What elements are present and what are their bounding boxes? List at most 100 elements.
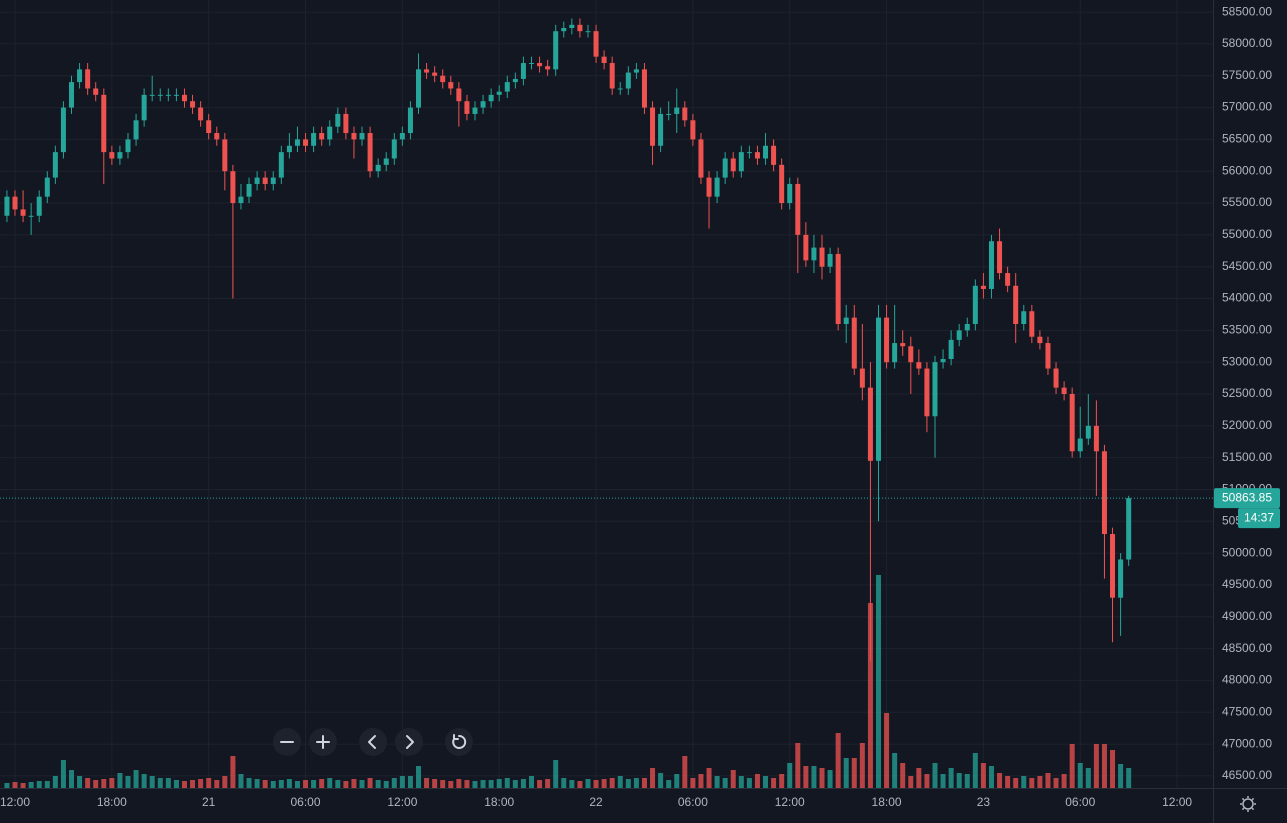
- reset-button[interactable]: [445, 728, 473, 756]
- y-tick-label: 46500.00: [1222, 768, 1272, 782]
- x-tick-label: 18:00: [484, 795, 514, 809]
- candle-body: [867, 387, 873, 461]
- volume-bar: [488, 780, 494, 788]
- volume-bar: [335, 780, 341, 788]
- candle-body: [391, 139, 397, 159]
- y-tick-label: 53000.00: [1222, 354, 1272, 368]
- y-tick-label: 47000.00: [1222, 736, 1272, 750]
- volume-bar: [270, 781, 276, 788]
- y-tick-label: 50000.00: [1222, 545, 1272, 559]
- grid: [0, 0, 1213, 788]
- volume-bar: [537, 780, 543, 788]
- volume-bar: [763, 776, 769, 788]
- volume-bar: [52, 776, 58, 788]
- candle-body: [763, 145, 769, 159]
- x-tick-label: 21: [202, 795, 216, 809]
- volume-bar: [367, 778, 373, 788]
- y-tick-label: 57000.00: [1222, 100, 1272, 114]
- candle-body: [795, 183, 801, 235]
- volume-bar: [1126, 768, 1132, 788]
- candle-body: [884, 317, 890, 363]
- candle-body: [222, 139, 228, 172]
- volume-bar: [149, 776, 155, 788]
- candle-layer: [0, 18, 1213, 662]
- scroll-left-button[interactable]: [359, 728, 387, 756]
- volume-bar: [407, 776, 413, 788]
- candle-body: [617, 88, 623, 90]
- candle-body: [1118, 559, 1124, 598]
- volume-bar: [1093, 744, 1099, 788]
- volume-bar: [746, 778, 752, 788]
- candle-body: [359, 133, 365, 140]
- volume-bar: [561, 778, 567, 788]
- candle-body: [125, 139, 131, 153]
- candle-body: [1110, 534, 1116, 598]
- candle-body: [351, 133, 357, 140]
- candle-body: [916, 362, 922, 369]
- y-tick-label: 54500.00: [1222, 259, 1272, 273]
- volume-bar: [286, 779, 292, 788]
- candle-body: [206, 120, 212, 134]
- volume-bar: [181, 781, 187, 788]
- candle-body: [803, 234, 809, 261]
- candle-body: [278, 152, 284, 178]
- candle-body: [230, 171, 236, 204]
- volume-bar: [738, 776, 744, 788]
- y-tick-label: 47500.00: [1222, 704, 1272, 718]
- candle-body: [900, 343, 906, 347]
- candle-body: [173, 94, 179, 96]
- volume-bar: [722, 778, 728, 788]
- candle-body: [214, 133, 220, 140]
- candle-body: [658, 113, 664, 146]
- scroll-right-button[interactable]: [395, 728, 423, 756]
- candle-body: [246, 183, 252, 197]
- candle-body: [335, 113, 341, 127]
- volume-bar: [569, 780, 575, 788]
- candle-body: [771, 145, 777, 165]
- x-tick-label: 12:00: [775, 795, 805, 809]
- countdown-box: [1238, 508, 1280, 529]
- volume-bar: [206, 778, 212, 788]
- volume-bar: [383, 781, 389, 788]
- candle-body: [1013, 285, 1019, 324]
- candle-body: [569, 24, 575, 29]
- candle-body: [972, 285, 978, 324]
- volume-bar: [964, 774, 970, 788]
- volume-bar: [892, 753, 898, 788]
- y-tick-label: 54000.00: [1222, 291, 1272, 305]
- candle-body: [520, 63, 526, 79]
- volume-bar: [294, 781, 300, 788]
- settings-button[interactable]: [1240, 796, 1256, 812]
- volume-bar: [1077, 763, 1083, 788]
- candle-body: [1005, 273, 1011, 286]
- volume-bar: [650, 768, 656, 788]
- volume-bar: [980, 763, 986, 788]
- candle-body: [948, 339, 954, 359]
- volume-bar: [1053, 778, 1059, 788]
- candle-body: [1085, 425, 1091, 439]
- volume-bar: [222, 776, 228, 788]
- volume-bar: [859, 743, 865, 788]
- y-tick-label: 48000.00: [1222, 673, 1272, 687]
- volume-layer: [4, 575, 1132, 788]
- volume-bar: [803, 766, 809, 788]
- volume-bar: [12, 782, 18, 788]
- volume-bar: [924, 774, 930, 788]
- candle-body: [561, 28, 567, 32]
- candle-body: [674, 107, 680, 114]
- candle-body: [754, 152, 760, 159]
- candle-body: [682, 107, 688, 121]
- zoom-in-button[interactable]: [309, 728, 337, 756]
- volume-bar: [900, 763, 906, 788]
- candle-body: [512, 78, 518, 83]
- y-tick-label: 49500.00: [1222, 577, 1272, 591]
- y-tick-label: 56000.00: [1222, 163, 1272, 177]
- volume-bar: [787, 763, 793, 788]
- candle-body: [149, 94, 155, 96]
- volume-bar: [173, 780, 179, 788]
- volume-bar: [779, 774, 785, 788]
- volume-bar: [835, 733, 841, 788]
- candle-body: [1126, 498, 1132, 560]
- volume-bar: [20, 783, 26, 788]
- zoom-out-button[interactable]: [273, 728, 301, 756]
